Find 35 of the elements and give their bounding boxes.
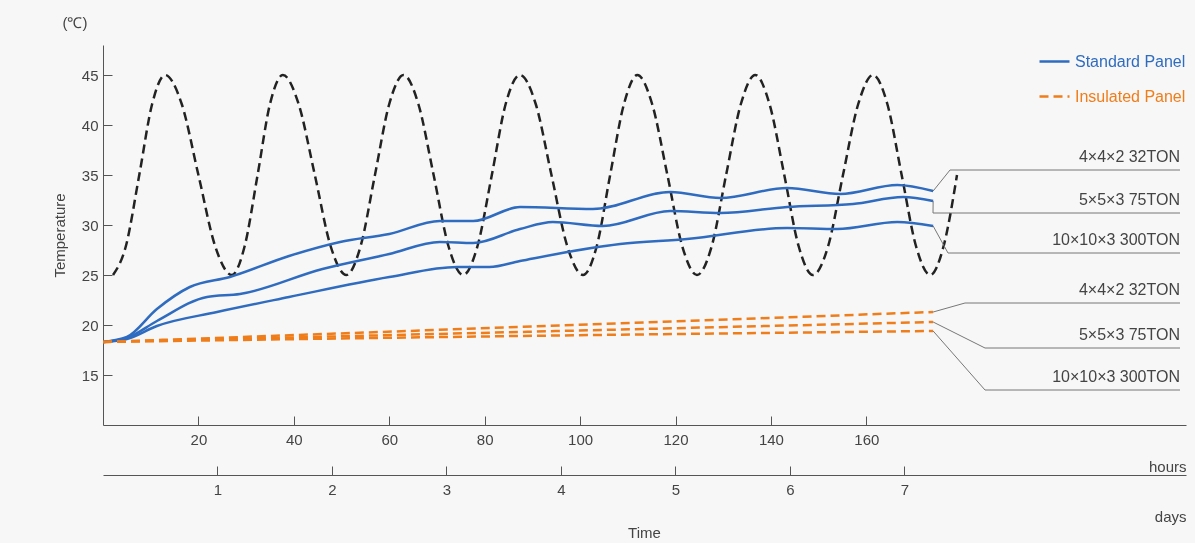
y-tick-label: 45 xyxy=(81,66,99,84)
x-tick-label: 100 xyxy=(568,430,594,448)
y-tick-label: 30 xyxy=(81,216,99,234)
annotation: 10×10×3 300TON xyxy=(1052,231,1180,248)
legend-label: Insulated Panel xyxy=(1075,87,1186,105)
x2-axis-title: days xyxy=(1154,507,1187,525)
annotation: 4×4×2 32TON xyxy=(1078,148,1180,165)
x-tick-label: 80 xyxy=(476,430,494,448)
x-tick-label: 60 xyxy=(381,430,399,448)
text: Time xyxy=(628,524,661,541)
x2-tick-label: 2 xyxy=(328,480,337,498)
y-tick-label: 25 xyxy=(81,266,99,284)
annotation: 5×5×3 75TON xyxy=(1078,326,1180,343)
x-tick-label: 40 xyxy=(285,430,303,448)
x2-tick-label: 4 xyxy=(557,480,566,498)
x-tick-label: 160 xyxy=(854,430,880,448)
x-axis-title: hours xyxy=(1148,457,1187,475)
x-tick-label: 20 xyxy=(190,430,208,448)
x-tick-label: 120 xyxy=(663,430,689,448)
legend-label: Standard Panel xyxy=(1075,52,1186,70)
y-tick-label: 15 xyxy=(81,366,99,384)
annotation: 5×5×3 75TON xyxy=(1078,191,1180,208)
y-axis-title: Temperature xyxy=(50,193,68,278)
text: (℃) xyxy=(62,14,88,31)
y-tick-label: 40 xyxy=(81,116,99,134)
annotation: 10×10×3 300TON xyxy=(1052,368,1180,385)
x2-tick-label: 1 xyxy=(213,480,223,498)
x2-tick-label: 7 xyxy=(900,480,910,498)
x-tick-label: 140 xyxy=(758,430,784,448)
annotation: 4×4×2 32TON xyxy=(1078,281,1180,298)
x2-tick-label: 5 xyxy=(671,480,681,498)
x2-tick-label: 6 xyxy=(786,480,795,498)
x2-tick-label: 3 xyxy=(442,480,452,498)
y-tick-label: 35 xyxy=(81,166,99,184)
y-tick-label: 20 xyxy=(81,316,99,334)
